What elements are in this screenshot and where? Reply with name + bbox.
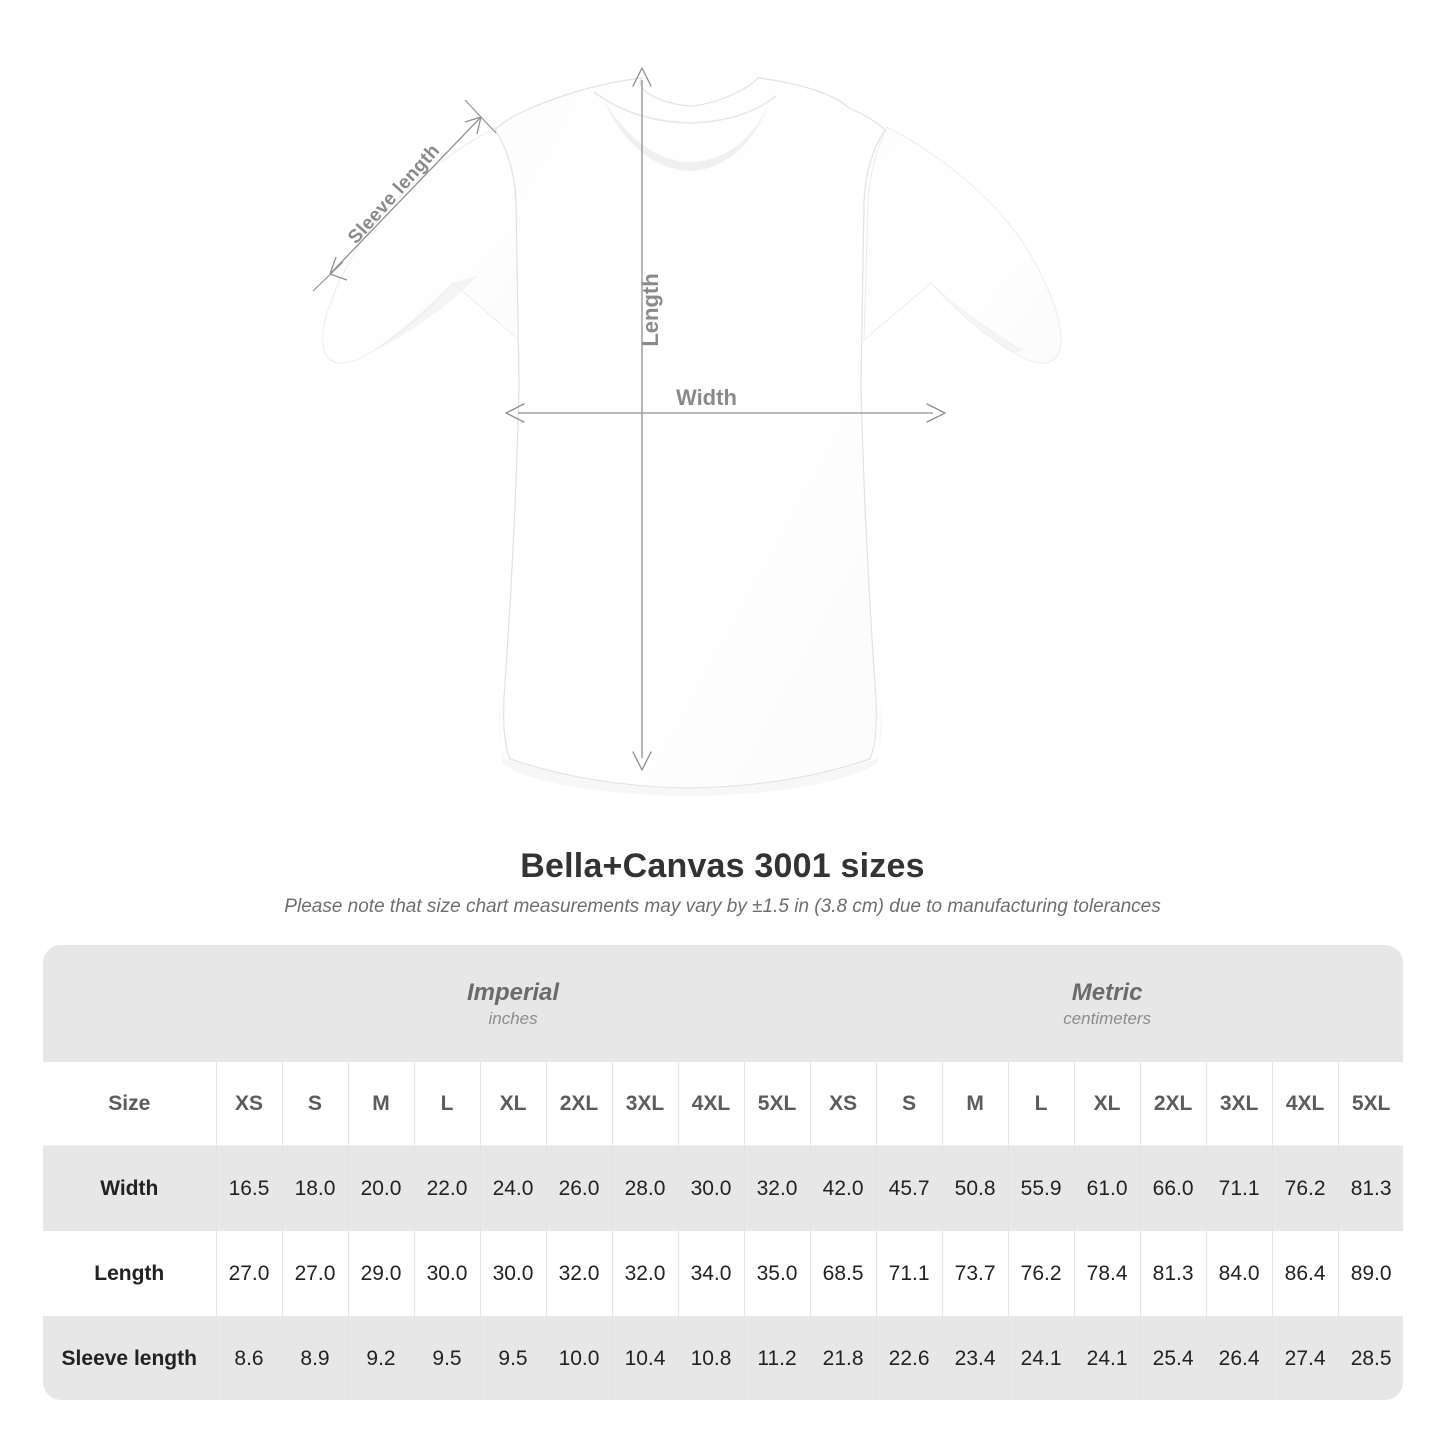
svg-text:Length: Length — [638, 273, 663, 346]
svg-text:Width: Width — [676, 385, 737, 410]
